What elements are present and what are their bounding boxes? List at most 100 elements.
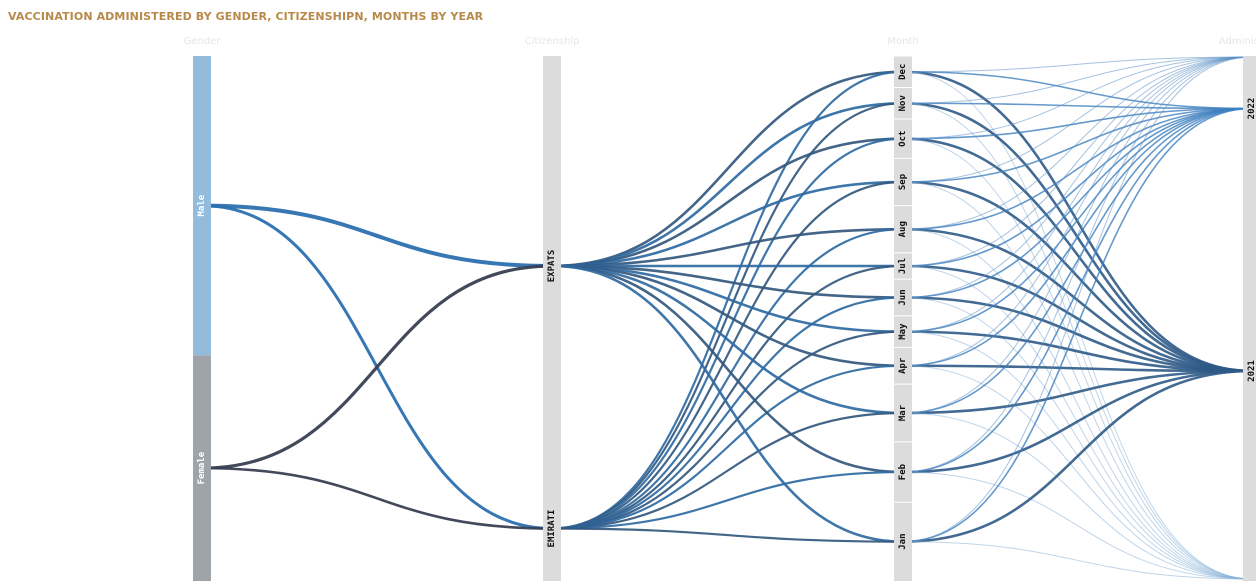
ribbon-jan-2022: [902, 107, 1253, 543]
dimension-label-month: Month: [887, 36, 918, 47]
ribbon-emirati-oct: [551, 137, 904, 530]
node-month-jul: [894, 252, 912, 280]
ribbon-layer: [201, 56, 1253, 580]
ribbon-female-emirati: [201, 466, 553, 530]
node-month-feb: [894, 441, 912, 503]
ribbon-nov-bottom: [902, 102, 1253, 580]
node-label-may: May: [898, 323, 908, 340]
ribbon-apr-2021: [902, 364, 1253, 373]
ribbon-emirati-may: [551, 330, 904, 530]
ribbon-jul-top: [902, 56, 1253, 267]
node-label-female: Female: [197, 451, 207, 484]
ribbon-emirati-apr: [551, 364, 904, 530]
ribbon-expats-may: [551, 264, 904, 333]
ribbon-expats-dec: [551, 70, 904, 268]
ribbon-jul-2021: [902, 264, 1253, 373]
ribbon-expats-apr: [551, 264, 904, 368]
ribbon-sep-2021: [902, 180, 1253, 373]
ribbon-may-top: [902, 56, 1253, 333]
node-label-jun: Jun: [898, 289, 908, 305]
ribbon-mar-bottom: [902, 412, 1253, 580]
ribbon-oct-2021: [902, 137, 1253, 373]
node-label-expats: EXPATS: [547, 250, 557, 283]
chart-title: VACCINATION ADMINISTERED BY GENDER, CITI…: [8, 10, 484, 23]
ribbon-jan-bottom: [902, 541, 1253, 580]
ribbon-feb-2022: [902, 107, 1253, 473]
node-month-mar: [894, 384, 912, 442]
ribbon-nov-top: [902, 56, 1253, 104]
node-label-emirati: EMIRATI: [547, 510, 557, 548]
ribbon-expats-oct: [551, 137, 904, 268]
ribbon-sep-2022: [902, 107, 1253, 183]
ribbon-may-2021: [902, 330, 1253, 373]
ribbon-emirati-mar: [551, 411, 904, 530]
dimension-label-gender: Gender: [184, 36, 222, 47]
ribbon-expats-feb: [551, 264, 904, 474]
node-month-apr: [894, 347, 912, 385]
node-citizenship-emirati: [543, 476, 561, 581]
node-label-mar: Mar: [898, 404, 908, 421]
ribbon-expats-jun: [551, 264, 904, 299]
node-label-apr: Apr: [898, 357, 908, 374]
ribbon-sep-top: [902, 56, 1253, 183]
ribbon-jul-2022: [902, 107, 1253, 267]
ribbon-male-expats: [201, 203, 553, 268]
ribbon-jan-2021: [902, 369, 1253, 543]
ribbon-sep-bottom: [902, 181, 1253, 580]
node-label-aug: Aug: [898, 221, 908, 237]
ribbon-dec-2022: [902, 70, 1253, 110]
node-month-jan: [894, 502, 912, 581]
ribbon-nov-2022: [902, 102, 1253, 110]
node-label-oct: Oct: [898, 131, 908, 147]
ribbon-apr-top: [902, 56, 1253, 367]
node-month-nov: [894, 87, 912, 119]
ribbon-emirati-jan: [551, 527, 904, 543]
ribbon-female-expats: [201, 264, 553, 470]
node-label-sep: Sep: [898, 173, 908, 190]
ribbon-jun-2021: [902, 296, 1253, 373]
ribbon-jan-top: [902, 56, 1253, 543]
node-label-2022: 2022: [1247, 98, 1256, 120]
ribbon-emirati-aug: [551, 228, 904, 530]
node-month-sep: [894, 158, 912, 206]
ribbon-mar-2021: [902, 369, 1253, 415]
node-month-oct: [894, 119, 912, 159]
ribbon-jun-top: [902, 56, 1253, 298]
ribbon-mar-2022: [902, 107, 1253, 414]
ribbon-emirati-jun: [551, 296, 904, 530]
ribbon-feb-2021: [902, 369, 1253, 474]
ribbon-expats-sep: [551, 180, 904, 268]
node-administered-2022: [1243, 56, 1256, 161]
ribbon-expats-aug: [551, 227, 904, 268]
ribbon-emirati-sep: [551, 180, 904, 530]
ribbon-dec-2021: [902, 70, 1253, 373]
ribbon-oct-2022: [902, 107, 1253, 140]
ribbon-aug-bottom: [902, 228, 1253, 580]
node-gender-male: [193, 56, 211, 356]
dimension-label-citizenship: Citizenship: [525, 36, 580, 47]
node-label-dec: Dec: [898, 64, 908, 80]
ribbon-apr-bottom: [902, 365, 1253, 580]
ribbon-expats-mar: [551, 264, 904, 415]
node-label-feb: Feb: [898, 463, 908, 480]
ribbon-aug-top: [902, 56, 1253, 230]
ribbon-apr-2022: [902, 107, 1253, 367]
ribbon-may-2022: [902, 107, 1253, 333]
ribbon-jun-bottom: [902, 297, 1253, 580]
node-administered-2021: [1243, 161, 1256, 581]
ribbon-emirati-jul: [551, 264, 904, 530]
node-month-may: [894, 315, 912, 348]
node-label-nov: Nov: [898, 95, 908, 112]
ribbon-dec-top: [902, 56, 1253, 73]
node-gender-female: [193, 355, 211, 581]
ribbon-oct-bottom: [902, 138, 1253, 580]
node-label-jan: Jan: [898, 533, 908, 549]
ribbon-oct-top: [902, 56, 1253, 140]
node-month-jun: [894, 279, 912, 316]
node-label-2021: 2021: [1247, 360, 1256, 382]
ribbon-feb-bottom: [902, 471, 1253, 580]
axis-layer: Male Female Gender EXPATS EMIRATI Citizenship…: [184, 36, 1256, 581]
ribbon-expats-jan: [551, 264, 904, 543]
ribbon-emirati-feb: [551, 470, 904, 530]
